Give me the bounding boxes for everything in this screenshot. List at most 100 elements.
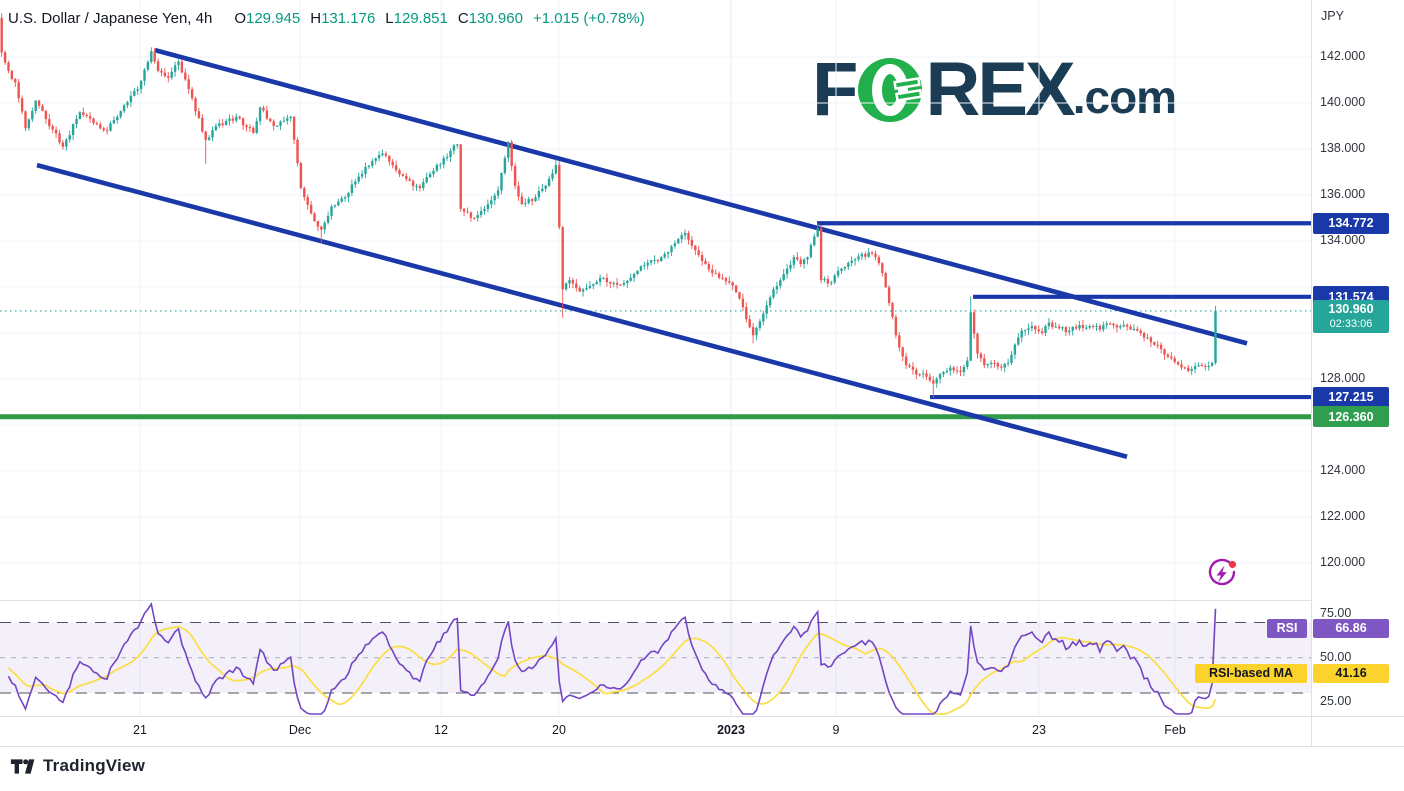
candle-body	[945, 370, 949, 373]
candle-body	[17, 82, 20, 99]
candle-body	[898, 335, 901, 348]
candle-body	[286, 118, 289, 121]
candle-body	[680, 235, 683, 240]
price-tick-label: 120.000	[1320, 555, 1366, 569]
candle-body	[255, 121, 258, 133]
candle-body	[918, 374, 921, 376]
candle-body	[58, 133, 61, 143]
candle-body	[673, 243, 677, 247]
candle-body	[1156, 344, 1159, 346]
candle-body	[530, 199, 534, 202]
candle-body	[102, 128, 105, 131]
candle-body	[670, 246, 673, 253]
candle-body	[636, 270, 639, 275]
rsi-line	[7, 601, 1217, 715]
candle-body	[884, 273, 887, 288]
price-axis[interactable]: JPY 142.000 140.000 138.000 136.000 134.000 1…	[1311, 0, 1404, 746]
candle-body	[248, 127, 252, 129]
candle-body	[908, 365, 911, 367]
candle-body	[337, 201, 340, 206]
candle-body	[792, 257, 796, 265]
candle-body	[520, 196, 524, 205]
candle-body	[1193, 366, 1197, 370]
tradingview-attribution[interactable]: TradingView	[10, 756, 145, 776]
candle-body	[877, 257, 881, 264]
candle-body	[238, 116, 241, 119]
candle-body	[1085, 327, 1088, 329]
time-axis[interactable]: 21 Dec 12 20 2023 9 23 Feb	[0, 717, 1404, 746]
candle-body	[224, 120, 228, 126]
candle-body	[1153, 342, 1156, 345]
candle-body	[867, 252, 870, 257]
candle-body	[1102, 325, 1105, 330]
candle-body	[445, 156, 449, 159]
candle-body	[112, 120, 116, 124]
chart-legend[interactable]: U.S. Dollar / Japanese Yen, 4h O129.945 …	[8, 10, 645, 27]
candle-body	[1159, 344, 1163, 350]
trend-channel-lower[interactable]	[36, 162, 1128, 459]
candle-body	[714, 273, 717, 275]
candle-body	[92, 118, 95, 124]
candle-body	[150, 51, 153, 62]
candle-body	[894, 317, 898, 336]
candle-body	[656, 259, 660, 262]
candle-body	[1125, 324, 1129, 327]
candle-body	[408, 179, 411, 181]
candle-body	[466, 211, 469, 213]
candle-body	[333, 205, 337, 207]
trend-channel-upper[interactable]	[154, 47, 1248, 346]
candle-body	[639, 266, 643, 271]
candle-body	[881, 263, 884, 274]
candle-body	[221, 123, 224, 126]
candle-body	[303, 188, 306, 198]
candle-body	[1037, 329, 1040, 332]
time-tick-label: 2023	[717, 723, 745, 737]
candle-body	[1214, 310, 1217, 363]
candle-body	[350, 184, 354, 193]
candle-body	[986, 364, 989, 366]
candle-body	[439, 164, 442, 166]
candle-body	[422, 182, 425, 189]
candle-body	[959, 370, 962, 373]
tradingview-brand-text: TradingView	[43, 756, 146, 775]
candle-body	[704, 260, 707, 264]
ohlc-readout: O129.945 H131.176 L129.851 C130.960 +1.0…	[234, 10, 644, 27]
candle-body	[146, 61, 150, 70]
candle-body	[204, 131, 207, 140]
candle-body	[700, 255, 704, 261]
candle-body	[779, 280, 782, 287]
price-level-badge: 127.215	[1313, 386, 1389, 408]
candle-body	[1122, 324, 1125, 327]
candle-body	[1098, 325, 1102, 330]
candle-body	[1044, 326, 1047, 333]
candle-body	[187, 79, 190, 90]
candle-body	[44, 110, 48, 120]
candle-body	[976, 333, 979, 354]
time-tick-label: 9	[832, 723, 840, 737]
time-tick-label: 12	[434, 723, 448, 737]
candle-body	[1061, 327, 1064, 329]
candle-body	[367, 165, 371, 168]
candle-body	[1166, 354, 1170, 357]
candle-body	[925, 373, 928, 377]
candle-body	[979, 353, 983, 359]
current-price-value: 130.960	[1328, 302, 1374, 317]
candle-body	[197, 111, 201, 118]
candle-body	[14, 79, 17, 83]
candle-body	[721, 277, 724, 279]
candle-body	[717, 273, 721, 278]
candle-body	[887, 287, 891, 304]
candle-body	[231, 118, 235, 121]
candle-body	[139, 80, 143, 90]
candle-body	[82, 112, 85, 116]
candle-body	[88, 116, 92, 119]
candle-body	[996, 363, 1000, 367]
candle-body	[1068, 330, 1071, 333]
alert-lightning-icon[interactable]	[1206, 557, 1238, 589]
candle-body	[629, 277, 632, 281]
candle-body	[612, 282, 615, 284]
candle-body	[1013, 344, 1017, 355]
candle-body	[850, 260, 853, 263]
candle-body	[1119, 326, 1122, 328]
